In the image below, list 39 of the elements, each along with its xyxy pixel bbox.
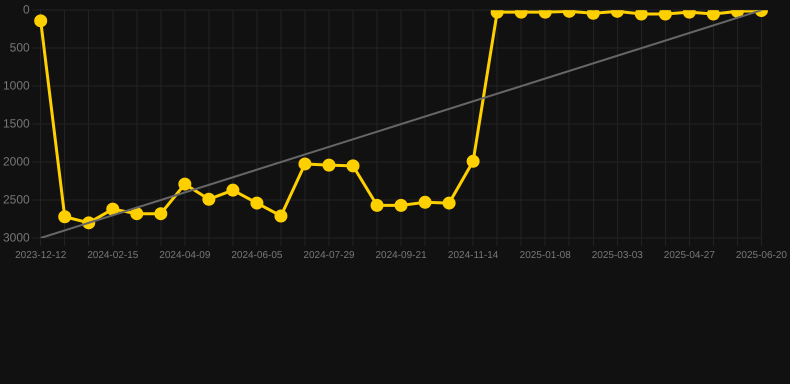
x-tick-label: 2024-04-09 [159,250,211,261]
point [706,10,720,20]
point [322,158,336,172]
x-tick-label: 2023-12-12 [15,250,67,261]
point [106,202,120,216]
point [346,159,360,172]
point [466,154,480,168]
x-tick-label: 2025-01-08 [520,250,572,261]
x-tick-label: 2024-09-21 [375,250,428,261]
point [442,196,456,210]
point [274,209,288,222]
point [394,198,408,212]
point [418,196,432,209]
point [130,207,144,220]
x-tick-label: 2024-02-15 [87,250,139,261]
point [154,207,168,220]
point [226,184,240,197]
y-tick-label: 0 [23,2,30,17]
y-tick-label: 3000 [2,230,30,244]
y-tick-label: 1500 [2,116,30,130]
point [658,10,672,20]
y-tick-label: 2000 [2,154,30,168]
point [298,157,312,170]
point [634,10,648,20]
point [586,10,600,20]
y-tick-label: 500 [10,40,30,54]
y-tick-label: 2500 [2,192,30,206]
point [202,192,216,206]
y-tick-label: 1000 [2,78,30,92]
point [250,196,264,210]
x-tick-label: 2025-04-27 [664,250,716,261]
point [58,210,72,224]
x-tick-label: 2025-06-20 [736,250,788,261]
x-tick-label: 2024-11-14 [448,250,499,261]
point [370,198,384,212]
x-tick-label: 2025-03-03 [592,250,644,261]
x-tick-label: 2024-07-29 [303,250,355,261]
x-tick-label: 2024-06-05 [231,250,283,261]
point [178,178,192,191]
